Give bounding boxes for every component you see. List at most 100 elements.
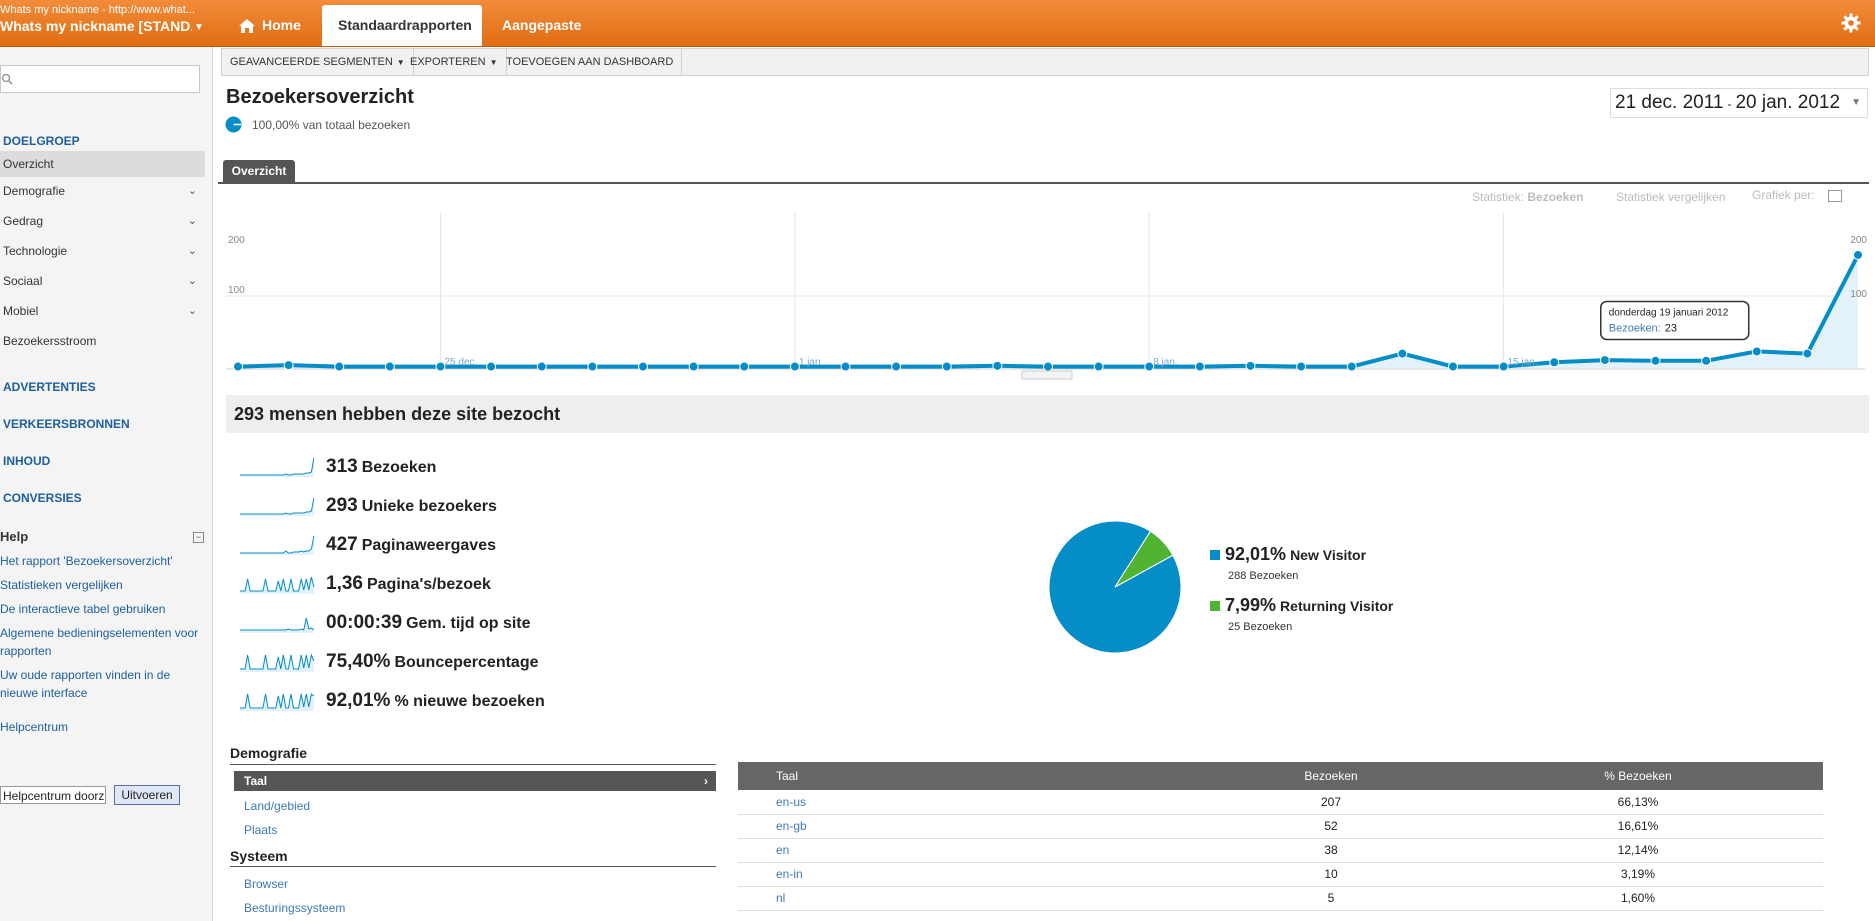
x-tick-label: 15 jan. — [1508, 357, 1538, 368]
sidebar-section-traffic-sources[interactable]: VERKEERSBRONNEN — [3, 417, 130, 431]
sidebar-section-audience[interactable]: DOELGROEP — [3, 134, 80, 148]
system-item-os[interactable]: Besturingssysteem — [244, 901, 346, 915]
data-point — [1599, 355, 1610, 366]
tab-home[interactable]: Home — [222, 5, 322, 46]
sidebar-item-behavior[interactable]: Gedrag ⌄ — [0, 208, 205, 234]
legend-swatch — [1210, 601, 1220, 611]
sidebar-item-visitors-flow[interactable]: Bezoekersstroom — [0, 328, 205, 354]
data-point — [1448, 361, 1458, 372]
gear-icon[interactable] — [1841, 13, 1861, 33]
column-header-language[interactable]: Taal — [776, 769, 799, 783]
data-point — [638, 361, 648, 372]
search-input[interactable] — [0, 65, 200, 93]
help-link[interactable]: De interactieve tabel gebruiken — [0, 602, 166, 616]
language-link[interactable]: en-us — [776, 795, 807, 809]
language-link[interactable]: en-in — [776, 867, 803, 881]
data-point — [283, 360, 294, 371]
account-url: Whats my nickname - http://www.what... — [0, 4, 196, 16]
collapse-icon[interactable]: − — [193, 532, 204, 543]
add-to-dashboard-button[interactable]: TOEVOEGEN AAN DASHBOARD — [498, 49, 683, 75]
data-point — [1245, 360, 1256, 371]
data-point — [1043, 361, 1053, 372]
data-point — [891, 361, 902, 372]
visits-cell: 207 — [1320, 795, 1342, 809]
language-link[interactable]: en-gb — [776, 819, 807, 833]
data-point — [1346, 361, 1357, 372]
sidebar-item-label: Gedrag — [3, 214, 44, 228]
data-point — [435, 361, 446, 372]
sidebar-section-advertising[interactable]: ADVERTENTIES — [3, 380, 96, 394]
tab-custom-reports[interactable]: Aangepaste rapporten — [502, 17, 582, 74]
metric-selector[interactable]: Statistiek: Bezoeken — [1472, 190, 1583, 204]
data-point — [1093, 361, 1104, 372]
chevron-right-icon: › — [704, 774, 708, 788]
export-button[interactable]: EXPORTEREN ▼ — [402, 49, 507, 75]
metric-value: 313 — [326, 456, 358, 477]
visits-cell: 38 — [1324, 843, 1338, 857]
sidebar-section-conversions[interactable]: CONVERSIES — [3, 491, 82, 505]
metric-label: Unieke bezoekers — [361, 498, 497, 515]
column-header-percent[interactable]: % Bezoeken — [1604, 769, 1672, 783]
metric-value: 00:00:39 — [326, 612, 403, 633]
sidebar-section-content[interactable]: INHOUD — [3, 454, 51, 468]
help-center-link[interactable]: Helpcentrum — [0, 720, 69, 734]
percent-cell: 66,13% — [1617, 795, 1659, 809]
sidebar-item-technology[interactable]: Technologie ⌄ — [0, 238, 205, 264]
sidebar-item-overview[interactable]: Overzicht — [0, 151, 205, 177]
home-icon — [239, 19, 255, 34]
sidebar-item-mobile[interactable]: Mobiel ⌄ — [0, 298, 205, 324]
data-point — [536, 361, 547, 372]
help-link[interactable]: Het rapport 'Bezoekersoverzicht' — [0, 554, 173, 568]
demographics-title: Demografie — [230, 745, 308, 761]
visitor-type-pie-chart — [1048, 520, 1182, 654]
sidebar-item-social[interactable]: Sociaal ⌄ — [0, 268, 205, 294]
help-link[interactable]: Uw oude rapporten vinden in de nieuwe in… — [0, 668, 171, 700]
advanced-segments-button[interactable]: GEAVANCEERDE SEGMENTEN ▼ — [222, 49, 414, 75]
demographics-item-city[interactable]: Plaats — [244, 823, 278, 837]
table-row: en-gb 52 16,61% — [738, 814, 1823, 839]
table-row: nl 5 1,60% — [738, 886, 1823, 911]
graph-options-icon[interactable] — [1828, 190, 1842, 202]
tab-standard-reports[interactable]: Standaardrapporten — [322, 5, 482, 46]
date-range-selector[interactable]: 21 dec. 2011-20 jan. 2012 ▼ — [1610, 88, 1868, 118]
system-item-browser[interactable]: Browser — [244, 877, 289, 891]
compare-metric-link[interactable]: Statistiek vergelijken — [1616, 190, 1726, 204]
data-point — [1194, 361, 1205, 372]
sidebar-item-label: Bezoekersstroom — [3, 334, 97, 348]
divider — [230, 866, 716, 867]
demographics-item-country[interactable]: Land/gebied — [244, 799, 311, 813]
percent-cell: 16,61% — [1617, 819, 1659, 833]
sidebar-item-demographics[interactable]: Demografie ⌄ — [0, 178, 205, 204]
percent-cell: 1,60% — [1620, 891, 1656, 905]
help-search-input[interactable]: Helpcentrum doorz — [0, 786, 106, 804]
chevron-down-icon: ⌄ — [187, 215, 197, 227]
legend-pct: 92,01% — [1225, 544, 1287, 564]
help-link[interactable]: Statistieken vergelijken — [0, 578, 123, 592]
divider — [230, 764, 716, 765]
account-selector[interactable]: Whats my nickname - http://www.what... W… — [0, 4, 210, 35]
legend-swatch — [1210, 550, 1220, 560]
chevron-down-icon: ⌄ — [187, 185, 197, 197]
demographics-item-label: Taal — [244, 774, 268, 788]
language-link[interactable]: nl — [776, 891, 786, 905]
data-point — [384, 361, 395, 372]
help-link[interactable]: Algemene bedieningselementen voor rappor… — [0, 626, 199, 658]
account-name: Whats my nickname [STAND... — [0, 18, 192, 34]
tooltip-value: 23 — [1665, 322, 1677, 334]
table-row: en 38 12,14% — [738, 838, 1823, 863]
date-to: 20 jan. 2012 — [1735, 92, 1841, 113]
tab-divider — [218, 182, 1869, 184]
data-point — [1802, 348, 1813, 359]
table-row: en-in 10 3,19% — [738, 862, 1823, 887]
legend-name: Returning Visitor — [1280, 598, 1394, 614]
help-search-button[interactable]: Uitvoeren — [114, 785, 180, 805]
tab-overview[interactable]: Overzicht — [223, 160, 295, 182]
data-point — [334, 361, 345, 372]
language-link[interactable]: en — [776, 843, 790, 857]
sidebar-item-label: Demografie — [3, 184, 66, 198]
tab-home-label: Home — [262, 17, 301, 33]
chevron-down-icon: ▼ — [396, 58, 405, 67]
visits-cell: 52 — [1324, 819, 1338, 833]
column-header-visits[interactable]: Bezoeken — [1304, 769, 1358, 783]
demographics-item-language[interactable]: Taal › — [234, 771, 716, 791]
